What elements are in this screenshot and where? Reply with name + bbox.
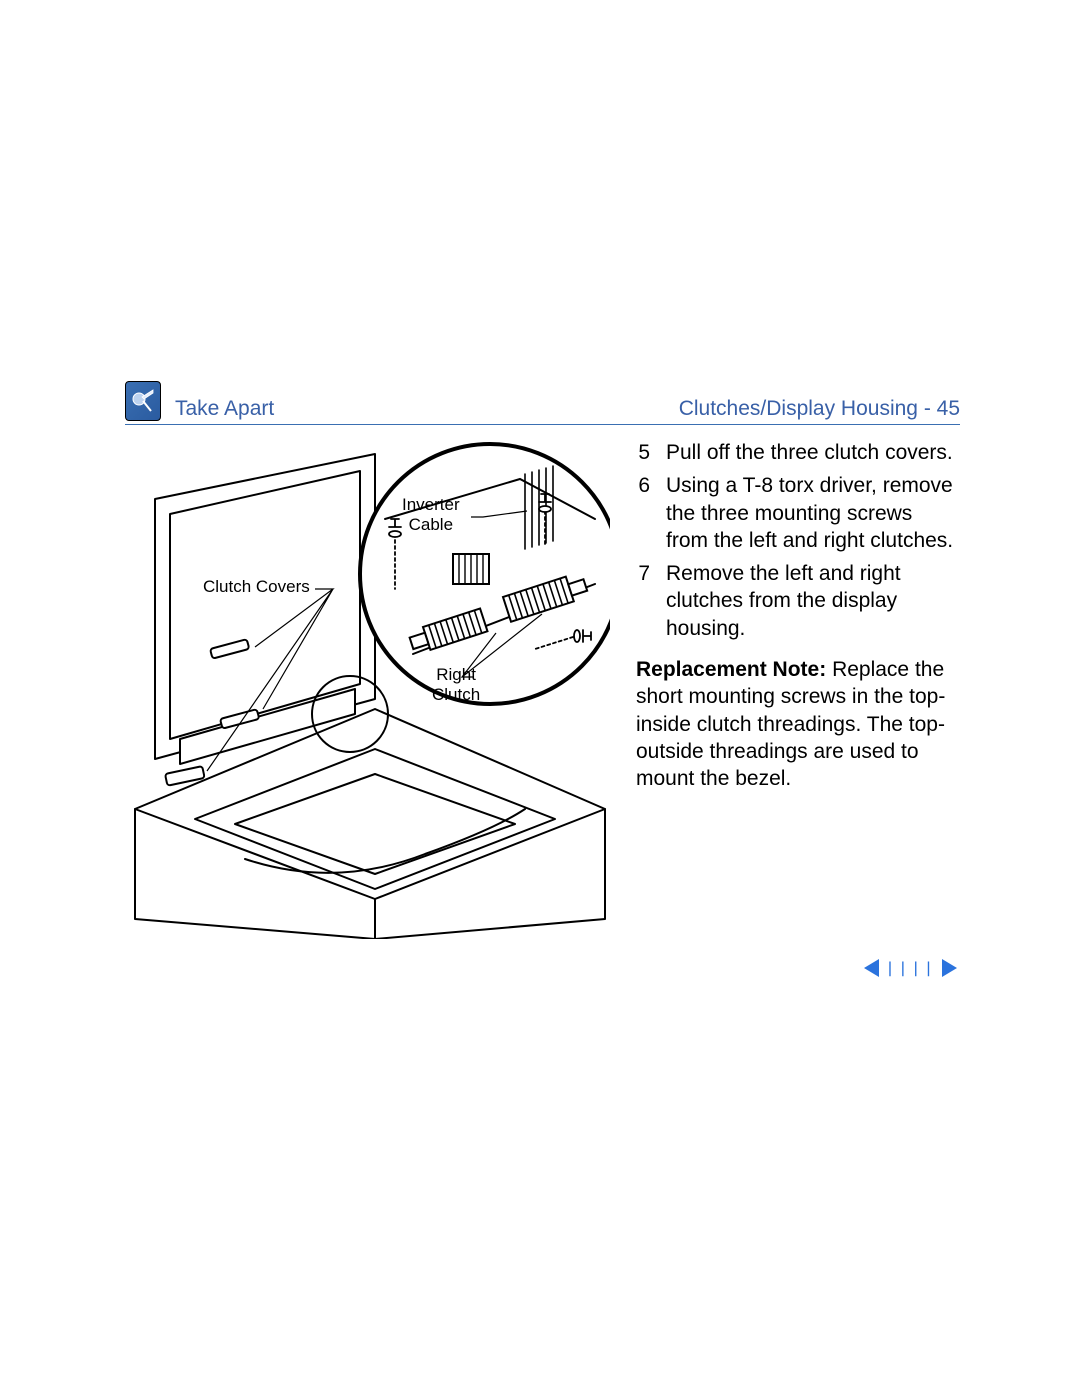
- label-right-clutch: Right Clutch: [432, 665, 480, 704]
- step-text: Using a T-8 torx driver, remove the thre…: [666, 472, 960, 554]
- step-number: 7: [636, 560, 650, 642]
- technical-figure: Clutch Covers Inverter Cable Right Clutc…: [125, 439, 610, 939]
- header-left: Take Apart: [125, 381, 274, 421]
- nav-prev-button[interactable]: [861, 957, 881, 979]
- label-inverter-cable: Inverter Cable: [402, 495, 460, 534]
- step-number: 5: [636, 439, 650, 466]
- note-title: Replacement Note:: [636, 658, 826, 681]
- page-nav: ❘❘❘❘: [861, 957, 960, 979]
- page-body: Clutch Covers Inverter Cable Right Clutc…: [125, 439, 960, 939]
- nav-page-indicator: ❘❘❘❘: [885, 958, 936, 979]
- step-text: Pull off the three clutch covers.: [666, 439, 953, 466]
- label-inverter-line2: Cable: [409, 515, 453, 534]
- label-right-line2: Clutch: [432, 685, 480, 704]
- step-item: 5 Pull off the three clutch covers.: [636, 439, 960, 466]
- step-text: Remove the left and right clutches from …: [666, 560, 960, 642]
- section-title: Take Apart: [175, 397, 274, 421]
- step-item: 6 Using a T-8 torx driver, remove the th…: [636, 472, 960, 554]
- nav-next-button[interactable]: [940, 957, 960, 979]
- take-apart-icon: [125, 381, 161, 421]
- label-inverter-line1: Inverter: [402, 495, 460, 514]
- label-right-line1: Right: [436, 665, 476, 684]
- page-header: Take Apart Clutches/Display Housing - 45: [125, 381, 960, 425]
- step-number: 6: [636, 472, 650, 554]
- step-item: 7 Remove the left and right clutches fro…: [636, 560, 960, 642]
- page-title: Clutches/Display Housing - 45: [679, 397, 960, 421]
- label-clutch-covers: Clutch Covers: [203, 577, 310, 597]
- replacement-note: Replacement Note: Replace the short moun…: [636, 656, 960, 792]
- manual-page: Take Apart Clutches/Display Housing - 45: [125, 381, 960, 939]
- instruction-column: 5 Pull off the three clutch covers. 6 Us…: [636, 439, 960, 939]
- figure-svg: [125, 439, 610, 939]
